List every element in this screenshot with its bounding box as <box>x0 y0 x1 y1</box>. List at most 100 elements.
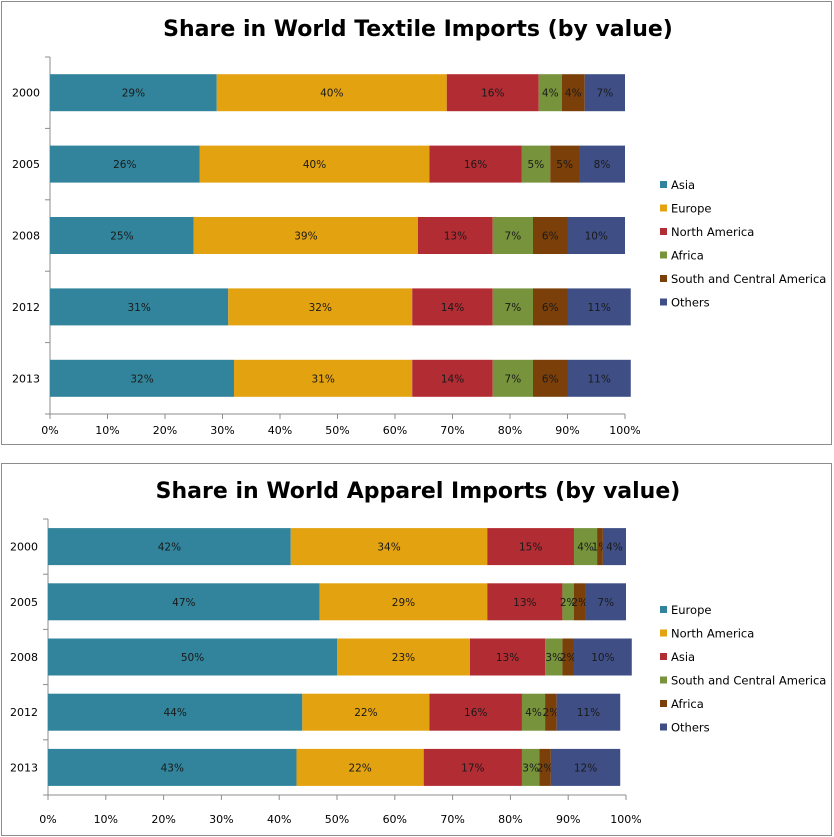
data-label: 5% <box>528 159 545 171</box>
bar-segment <box>487 583 563 621</box>
bar-segment <box>492 359 533 397</box>
textile-imports-chart-panel: Share in World Textile Imports (by value… <box>1 1 832 445</box>
bar-segment <box>228 288 413 326</box>
data-label: 6% <box>542 302 559 314</box>
x-tick-label: 100% <box>610 813 641 826</box>
bar-segment <box>573 528 598 566</box>
data-label: 32% <box>309 302 332 314</box>
data-label: 40% <box>303 159 326 171</box>
data-label: 40% <box>320 88 343 100</box>
data-label: 4% <box>565 88 582 100</box>
x-tick-label: 40% <box>267 813 291 826</box>
data-label: 14% <box>441 373 464 385</box>
chart-title: Share in World Textile Imports (by value… <box>163 17 673 42</box>
category-label: 2013 <box>10 761 38 774</box>
bar-segment <box>567 288 631 326</box>
bar-segment <box>567 359 631 397</box>
bar-segment <box>319 583 488 621</box>
data-label: 29% <box>392 597 415 609</box>
category-label: 2005 <box>10 596 38 609</box>
data-label: 44% <box>163 707 186 719</box>
legend-swatch <box>660 629 667 637</box>
data-label: 47% <box>172 597 195 609</box>
bar-segment <box>429 693 522 731</box>
x-tick-label: 30% <box>209 813 233 826</box>
data-label: 2% <box>560 652 577 664</box>
bar-segment <box>193 217 418 254</box>
data-label: 4% <box>542 88 559 100</box>
bar-segment <box>290 528 488 566</box>
bar-segment <box>337 638 470 676</box>
data-label: 39% <box>294 231 317 243</box>
data-label: 11% <box>587 373 610 385</box>
bar-segment <box>296 748 424 786</box>
data-label: 2% <box>560 597 577 609</box>
data-label: 13% <box>496 652 519 664</box>
data-label: 13% <box>444 231 467 243</box>
legend-swatch <box>660 676 667 684</box>
bar-segment <box>539 748 551 786</box>
legend-swatch <box>660 204 667 212</box>
x-tick-label: 40% <box>268 424 292 437</box>
x-tick-label: 60% <box>383 813 407 826</box>
data-label: 6% <box>542 373 559 385</box>
x-tick-label: 80% <box>498 424 522 437</box>
legend-label: Asia <box>671 650 695 664</box>
bar-segment <box>562 638 574 676</box>
bar-segment <box>550 145 579 183</box>
legend-label: Others <box>671 721 710 735</box>
data-label: 43% <box>161 762 184 774</box>
data-label: 25% <box>110 231 133 243</box>
data-label: 11% <box>587 302 610 314</box>
bar-segment <box>48 528 291 566</box>
legend-swatch <box>660 723 667 731</box>
legend-label: Africa <box>671 697 704 711</box>
x-tick-label: 50% <box>325 813 349 826</box>
bar-segment <box>533 217 568 254</box>
bar-segment <box>584 74 625 112</box>
bar-segment <box>579 145 625 183</box>
bar-segment <box>597 528 603 566</box>
data-label: 34% <box>377 542 400 554</box>
x-tick-label: 10% <box>94 813 118 826</box>
legend-label: North America <box>671 225 754 239</box>
bar-segment <box>545 693 557 731</box>
bar-segment <box>567 217 625 254</box>
legend-swatch <box>660 653 667 660</box>
data-label: 29% <box>122 88 145 100</box>
bar-segment <box>48 638 337 676</box>
bar-segment <box>492 288 533 326</box>
x-tick-label: 70% <box>440 424 464 437</box>
data-label: 16% <box>481 88 504 100</box>
data-label: 31% <box>311 373 334 385</box>
data-label: 23% <box>392 652 415 664</box>
x-tick-label: 90% <box>555 424 579 437</box>
bar-segment <box>429 145 522 183</box>
apparel-imports-chart-panel: Share in World Apparel Imports (by value… <box>1 463 832 836</box>
bar-segment <box>533 359 568 397</box>
bar-segment <box>545 638 563 676</box>
bar-segment <box>538 74 562 112</box>
bar-segment <box>521 693 546 731</box>
bar-segment <box>199 145 430 183</box>
data-label: 14% <box>441 302 464 314</box>
data-label: 7% <box>505 302 522 314</box>
data-label: 2% <box>543 707 560 719</box>
x-tick-label: 90% <box>556 813 580 826</box>
legend-swatch <box>660 275 667 282</box>
apparel-imports-chart: Share in World Apparel Imports (by value… <box>10 479 826 826</box>
data-label: 13% <box>513 597 536 609</box>
bar-segment <box>216 74 447 112</box>
bar-segment <box>50 217 194 254</box>
legend-swatch <box>660 181 667 188</box>
chart-title: Share in World Apparel Imports (by value… <box>156 479 681 504</box>
bar-segment <box>573 638 632 676</box>
data-label: 17% <box>461 762 484 774</box>
data-label: 2% <box>537 762 554 774</box>
legend-swatch <box>660 228 667 235</box>
x-tick-label: 10% <box>95 424 119 437</box>
data-label: 7% <box>597 88 614 100</box>
bar-segment <box>556 693 621 731</box>
data-label: 6% <box>542 231 559 243</box>
x-tick-label: 0% <box>41 424 58 437</box>
